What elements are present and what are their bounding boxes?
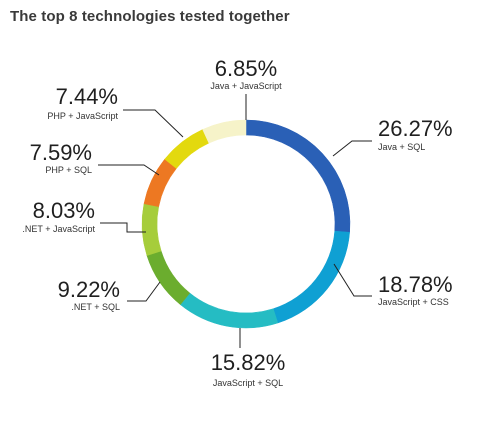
slice-net-javascript (141, 203, 162, 256)
slice-labels: 26.27%Java + SQL 18.78%JavaScript + CSS 15… (22, 56, 452, 388)
leader-line-php-javascript (123, 109, 184, 138)
slice-value-php-javascript: 7.44% (56, 84, 118, 109)
slice-javascript-css (272, 230, 350, 324)
slice-value-javascript-sql: 15.82% (211, 350, 286, 375)
leader-line-php-sql (98, 164, 160, 176)
slice-php-javascript (164, 129, 210, 169)
slice-label-php-javascript: PHP + JavaScript (47, 111, 118, 121)
chart-title: The top 8 technologies tested together (10, 8, 290, 25)
slice-java-sql (245, 119, 351, 233)
slice-java-javascript (202, 119, 247, 144)
slice-php-sql (143, 158, 177, 207)
slice-javascript-sql (180, 292, 279, 329)
leader-line-javascript-css (333, 263, 372, 297)
slice-value-php-sql: 7.59% (30, 140, 92, 165)
slice-value-java-sql: 26.27% (378, 116, 453, 141)
leader-lines (98, 94, 372, 348)
leader-line-net-javascript (100, 222, 146, 233)
slice-label-php-sql: PHP + SQL (45, 165, 92, 175)
slice-label-java-javascript: Java + JavaScript (210, 81, 282, 91)
slice-label-net-sql: .NET + SQL (71, 302, 120, 312)
slice-label-java-sql: Java + SQL (378, 142, 425, 152)
donut-slices (141, 119, 351, 329)
slice-label-javascript-css: JavaScript + CSS (378, 297, 449, 307)
slice-value-net-sql: 9.22% (58, 277, 120, 302)
slice-value-java-javascript: 6.85% (215, 56, 277, 81)
slice-net-sql (146, 250, 191, 306)
slice-value-javascript-css: 18.78% (378, 272, 453, 297)
leader-line-java-sql (332, 140, 372, 157)
slice-label-javascript-sql: JavaScript + SQL (213, 378, 283, 388)
leader-line-net-sql (127, 281, 161, 302)
slice-value-net-javascript: 8.03% (33, 198, 95, 223)
slice-label-net-javascript: .NET + JavaScript (22, 224, 95, 234)
